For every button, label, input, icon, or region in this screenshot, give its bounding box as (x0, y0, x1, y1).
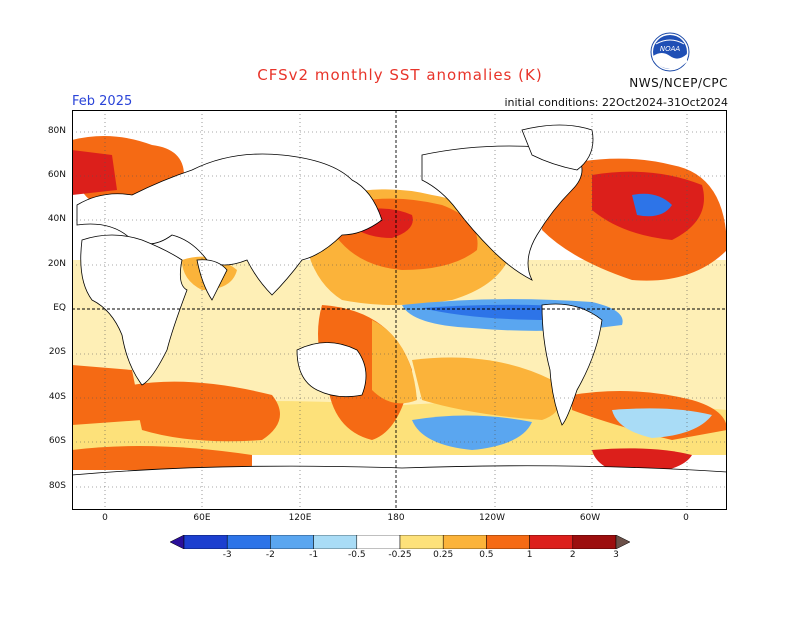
sst-anomaly-map (72, 110, 727, 510)
lon-label: 60E (193, 513, 211, 523)
lat-lon-grid (72, 110, 727, 510)
colorbar-label: -1 (309, 550, 319, 560)
colorbar-label: -2 (265, 550, 275, 560)
lon-label: 180 (387, 513, 405, 523)
continents (72, 124, 727, 510)
lat-label: 20S (48, 347, 66, 357)
lat-label: 40N (47, 214, 66, 224)
noaa-logo-text: NOAA (660, 45, 681, 53)
colorbar-label: -0.5 (348, 550, 366, 560)
colorbar-label: 1 (526, 550, 533, 560)
lon-label: 120W (478, 513, 506, 523)
lat-label: 60N (47, 170, 66, 180)
lon-label: 0 (683, 513, 689, 523)
colorbar-label: -3 (222, 550, 232, 560)
colorbar-swatch (313, 535, 358, 549)
colorbar-extend-high (615, 535, 630, 549)
colorbar-swatch (226, 535, 271, 549)
lat-label: 40S (48, 392, 66, 402)
lon-label: 0 (102, 513, 108, 523)
colorbar-swatch (529, 535, 574, 549)
colorbar-label: 2 (569, 550, 576, 560)
colorbar-label: -0.25 (388, 550, 412, 560)
colorbar-swatch (270, 535, 314, 549)
colorbar-swatch (183, 535, 228, 549)
lon-label: 120E (288, 513, 312, 523)
lat-label: EQ (53, 303, 66, 313)
colorbar-label: 0.5 (479, 550, 494, 560)
colorbar-swatch (442, 535, 487, 549)
initial-conditions: initial conditions: 22Oct2024-31Oct2024 (504, 96, 728, 109)
equator-dateline (72, 110, 727, 510)
lat-label: 20N (47, 259, 66, 269)
map-frame (72, 110, 727, 510)
colorbar-extend-low (170, 535, 185, 549)
lon-label: 60W (579, 513, 601, 523)
colorbar-swatch (572, 535, 617, 549)
lat-label: 60S (48, 436, 66, 446)
map-title: CFSv2 monthly SST anomalies (K) (257, 66, 543, 84)
lat-label: 80N (47, 126, 66, 136)
lat-label: 80S (48, 481, 66, 491)
colorbar-swatch (486, 535, 530, 549)
colorbar-label: 0.25 (433, 550, 454, 560)
colorbar-swatch (399, 535, 444, 549)
noaa-logo: NOAA (650, 32, 690, 72)
agency-credit: NWS/NCEP/CPC (629, 76, 728, 90)
colorbar (170, 535, 630, 549)
forecast-month: Feb 2025 (72, 94, 133, 109)
colorbar-swatch (356, 535, 401, 549)
colorbar-label: 3 (613, 550, 619, 560)
